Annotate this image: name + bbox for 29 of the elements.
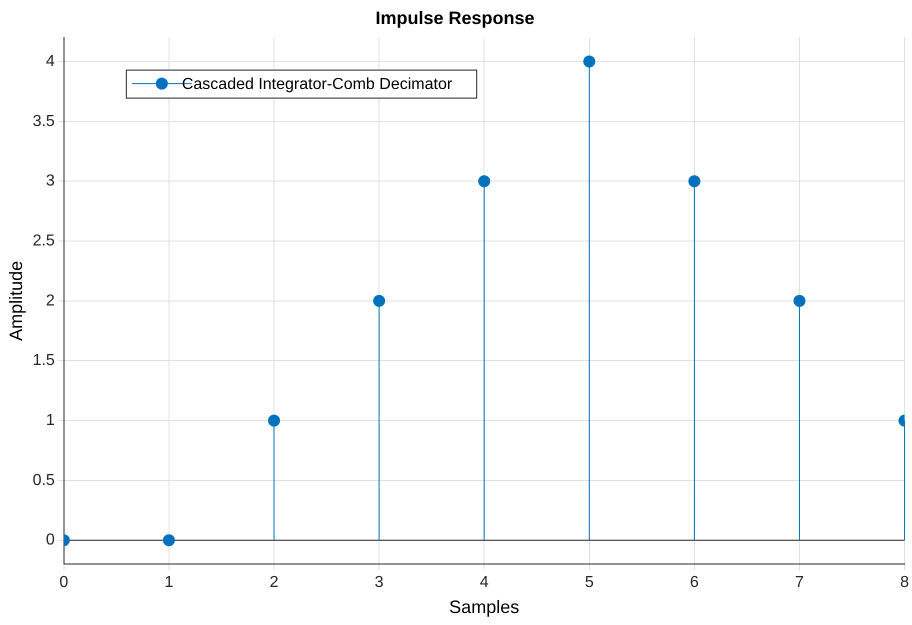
chart-title: Impulse Response (375, 8, 535, 28)
x-axis-title: Samples (449, 597, 520, 618)
y-tick-label: 1.5 (32, 352, 55, 370)
x-tick-label: 1 (164, 574, 174, 592)
point (373, 294, 386, 307)
y-tick-label: 0.5 (32, 472, 55, 489)
x-tick-label: 8 (900, 574, 910, 592)
x-tick-label: 3 (374, 574, 384, 592)
y-tick-label: 1 (46, 412, 55, 429)
y-tick-label: 0 (46, 532, 55, 549)
y-tick-label: 2 (46, 292, 55, 310)
x-tick-label: 7 (795, 574, 804, 592)
y-tick-label: 4 (46, 52, 55, 70)
point (162, 534, 175, 546)
legend-label: Cascaded Integrator-Comb Decimator (182, 76, 453, 94)
x-tick-label: 4 (480, 574, 489, 592)
y-tick-label: 2.5 (32, 232, 55, 250)
x-tick-label: 6 (690, 574, 699, 592)
x-tick-label: 0 (59, 574, 68, 592)
y-tick-label: 3 (46, 172, 55, 190)
point (268, 414, 280, 427)
y-tick-label: 3.5 (32, 112, 55, 130)
x-tick-label: 5 (584, 574, 594, 592)
point (583, 56, 596, 68)
y-axis-title: Amplitude (6, 260, 26, 341)
x-tick-label: 2 (270, 574, 279, 592)
point (478, 175, 490, 188)
point (688, 175, 700, 188)
point (793, 294, 806, 307)
